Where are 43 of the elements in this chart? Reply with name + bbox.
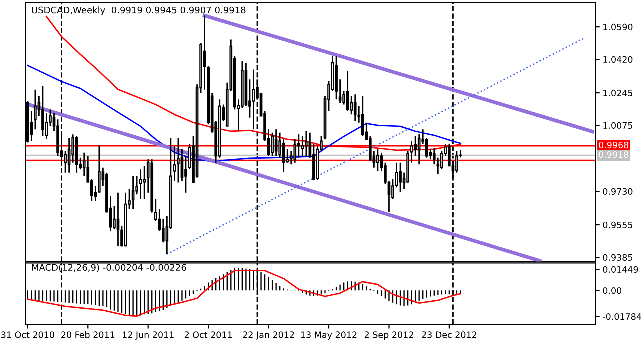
y-tick-label: 0.9385 xyxy=(603,254,632,261)
y-tick-label: -0.01784 xyxy=(603,313,642,320)
y-tick-label: 0.00 xyxy=(603,287,622,294)
x-tick-label: 13 May 2012 xyxy=(301,332,357,340)
candlestick xyxy=(42,86,44,137)
ref-line-label: 0.9968 xyxy=(599,142,629,149)
line-series xyxy=(27,65,462,162)
y-tick-label: 1.0420 xyxy=(604,56,633,64)
x-tick-label: 2 Sep 2012 xyxy=(364,332,414,340)
x-tick-label: 12 Jun 2011 xyxy=(122,332,174,340)
y-tick-label: 1.0245 xyxy=(604,90,632,97)
candlestick xyxy=(45,112,48,140)
chart-title: MACD(12,26,9) -0.00204 -0.00226 xyxy=(32,264,186,272)
candlestick xyxy=(346,70,350,112)
chart-title: USDCAD,Weekly 0.9919 0.9945 0.9907 0.9918 xyxy=(32,6,246,16)
candlestick xyxy=(399,162,402,193)
candlestick xyxy=(252,69,256,130)
candlestick xyxy=(139,168,142,200)
x-tick-label: 20 Feb 2011 xyxy=(62,332,115,338)
candlestick xyxy=(361,96,364,137)
ref-line-label: 0.9918 xyxy=(599,152,629,158)
x-tick-label: 31 Oct 2010 xyxy=(2,332,54,338)
x-tick-label: 2 Oct 2011 xyxy=(184,332,232,338)
y-tick-label: 0.9555 xyxy=(603,222,632,228)
candlestick xyxy=(274,128,278,157)
candlestick xyxy=(294,138,297,164)
x-tick-label: 22 Jan 2012 xyxy=(243,332,294,340)
candlestick xyxy=(177,137,180,184)
candlestick xyxy=(180,148,184,182)
x-tick-label: 23 Dec 2012 xyxy=(422,332,477,338)
y-tick-label: 1.0590 xyxy=(604,24,633,31)
candlestick xyxy=(297,134,300,159)
candlestick xyxy=(301,136,304,157)
candlestick xyxy=(376,148,380,172)
y-tick-label: 0.9730 xyxy=(603,188,633,196)
candlestick xyxy=(116,192,120,247)
candlestick xyxy=(418,134,421,166)
y-tick-label: 1.0075 xyxy=(604,122,632,130)
y-tick-label: 0.01449 xyxy=(603,266,638,274)
candlestick xyxy=(305,130,308,157)
candlestick xyxy=(132,176,135,210)
candlestick xyxy=(271,132,274,157)
candlestick xyxy=(354,94,357,122)
